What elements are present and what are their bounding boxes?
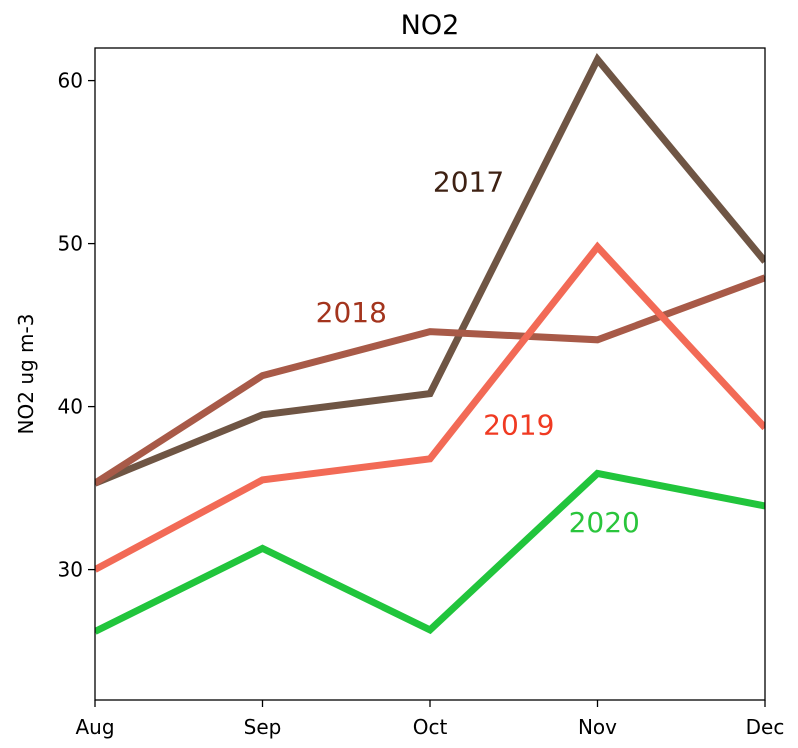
series-layer: [95, 53, 765, 635]
series-label-2020: 2020: [569, 506, 640, 539]
series-line-2017: [95, 53, 765, 487]
x-tick-label: Aug: [75, 715, 114, 739]
series-line-2018: [95, 274, 765, 487]
series-labels: 2017 2018 2019 2020: [316, 165, 640, 539]
series-label-2017: 2017: [433, 165, 504, 198]
series-label-2019: 2019: [483, 408, 554, 441]
x-tick-label: Nov: [578, 715, 617, 739]
plot-frame: [94, 47, 766, 701]
series-line-2020: [95, 469, 765, 635]
y-axis-label: NO2 ug m-3: [14, 314, 38, 435]
y-tick-label: 30: [58, 558, 83, 582]
x-tick-label: Dec: [746, 715, 785, 739]
axes: Aug Sep Oct Nov Dec 30 40 50 60: [58, 47, 785, 739]
series-line-2019: [95, 241, 765, 573]
y-tick-label: 60: [58, 69, 83, 93]
y-tick-label: 40: [58, 395, 83, 419]
series-label-2018: 2018: [316, 296, 387, 329]
x-tick-label: Sep: [244, 715, 282, 739]
chart-title: NO2: [401, 10, 460, 41]
y-tick-label: 50: [58, 232, 83, 256]
x-tick-label: Oct: [413, 715, 448, 739]
